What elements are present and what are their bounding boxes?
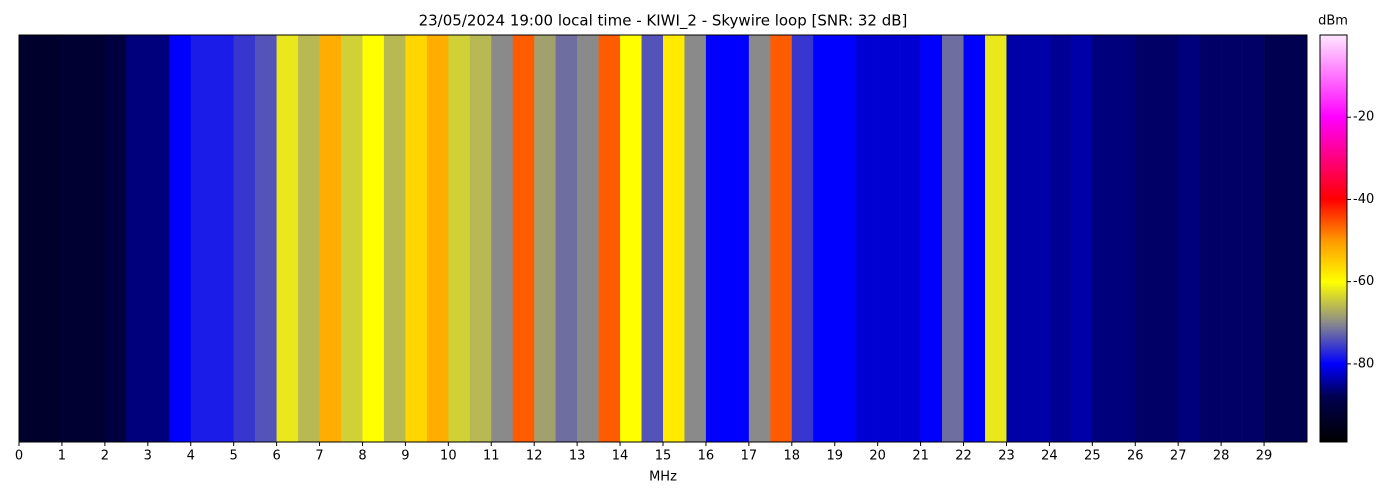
heatmap-cell bbox=[190, 35, 213, 442]
heatmap-cell bbox=[770, 35, 793, 442]
heatmap-cell bbox=[985, 35, 1007, 442]
heatmap-cell bbox=[1264, 35, 1286, 442]
heatmap-cell bbox=[341, 35, 363, 442]
heatmap-cell bbox=[813, 35, 836, 442]
heatmap-cell bbox=[1221, 35, 1243, 442]
x-tick-label: 2 bbox=[101, 449, 109, 464]
heatmap-cell bbox=[448, 35, 471, 442]
heatmap-cell bbox=[942, 35, 964, 442]
x-tick-label: 3 bbox=[144, 449, 152, 464]
colorbar-tick-label: -20 bbox=[1353, 110, 1374, 125]
heatmap-cell bbox=[1156, 35, 1179, 442]
x-tick-label: 11 bbox=[483, 449, 500, 464]
heatmap-cell bbox=[1027, 35, 1050, 442]
x-tick-label: 0 bbox=[15, 449, 23, 464]
heatmap-cell bbox=[963, 35, 986, 442]
heatmap-cell bbox=[126, 35, 149, 442]
x-tick-label: 8 bbox=[358, 449, 366, 464]
x-tick-label: 24 bbox=[1041, 449, 1058, 464]
heatmap-cell bbox=[19, 35, 41, 442]
heatmap-cell bbox=[362, 35, 385, 442]
heatmap-cell bbox=[383, 35, 406, 442]
heatmap-cell bbox=[641, 35, 664, 442]
heatmap-cell bbox=[40, 35, 63, 442]
heatmap-cell bbox=[147, 35, 170, 442]
heatmap-cell bbox=[1092, 35, 1115, 442]
x-tick-label: 21 bbox=[912, 449, 929, 464]
heatmap-cell bbox=[1242, 35, 1265, 442]
heatmap-cell bbox=[620, 35, 642, 442]
heatmap-cell bbox=[319, 35, 342, 442]
heatmap-cell bbox=[405, 35, 428, 442]
x-tick-label: 20 bbox=[869, 449, 886, 464]
x-tick-label: 19 bbox=[826, 449, 843, 464]
heatmap-cell bbox=[212, 35, 234, 442]
heatmap-cell bbox=[83, 35, 106, 442]
x-axis-label: MHz bbox=[649, 470, 677, 485]
heatmap-cell bbox=[1113, 35, 1136, 442]
heatmap-cell bbox=[791, 35, 814, 442]
x-tick-label: 29 bbox=[1256, 449, 1273, 464]
x-tick-label: 28 bbox=[1213, 449, 1230, 464]
heatmap-cell bbox=[705, 35, 728, 442]
heatmap-cell bbox=[555, 35, 578, 442]
heatmap-cell bbox=[834, 35, 857, 442]
x-tick-label: 6 bbox=[272, 449, 280, 464]
x-tick-label: 4 bbox=[187, 449, 195, 464]
heatmap-cell bbox=[534, 35, 556, 442]
x-tick-label: 23 bbox=[998, 449, 1015, 464]
heatmap-cell bbox=[426, 35, 449, 442]
x-tick-label: 22 bbox=[955, 449, 972, 464]
x-tick-label: 27 bbox=[1170, 449, 1187, 464]
x-tick-label: 10 bbox=[440, 449, 457, 464]
heatmap-cell bbox=[748, 35, 771, 442]
heatmap-cell bbox=[577, 35, 599, 442]
heatmap-cell bbox=[1285, 35, 1308, 442]
x-tick-label: 18 bbox=[784, 449, 801, 464]
x-tick-label: 5 bbox=[230, 449, 238, 464]
heatmap-cell bbox=[899, 35, 921, 442]
x-tick-label: 25 bbox=[1084, 449, 1101, 464]
x-tick-label: 13 bbox=[569, 449, 586, 464]
x-tick-label: 26 bbox=[1127, 449, 1144, 464]
heatmap-cell bbox=[727, 35, 750, 442]
colorbar-tick-label: -60 bbox=[1353, 274, 1374, 289]
x-tick-label: 15 bbox=[655, 449, 672, 464]
x-tick-label: 17 bbox=[741, 449, 758, 464]
heatmap-cell bbox=[491, 35, 514, 442]
heatmap-cell bbox=[276, 35, 299, 442]
heatmap-cell bbox=[169, 35, 192, 442]
chart-title: 23/05/2024 19:00 local time - KIWI_2 - S… bbox=[419, 12, 908, 31]
heatmap-cell bbox=[856, 35, 878, 442]
colorbar-tick-label: -40 bbox=[1353, 192, 1374, 207]
x-tick-label: 12 bbox=[526, 449, 543, 464]
heatmap-cell bbox=[255, 35, 277, 442]
heatmap-cell bbox=[512, 35, 535, 442]
x-tick-label: 9 bbox=[401, 449, 409, 464]
heatmap-cell bbox=[920, 35, 943, 442]
heatmap-cell bbox=[104, 35, 127, 442]
x-tick-label: 1 bbox=[58, 449, 66, 464]
x-tick-label: 7 bbox=[315, 449, 323, 464]
heatmap-cell bbox=[1135, 35, 1158, 442]
colorbar-label: dBm bbox=[1318, 14, 1348, 29]
heatmap-cell bbox=[233, 35, 256, 442]
x-tick-label: 16 bbox=[698, 449, 715, 464]
heatmap-cell bbox=[61, 35, 84, 442]
heatmap-cell bbox=[1070, 35, 1093, 442]
heatmap-cell bbox=[663, 35, 685, 442]
colorbar-tick-label: -80 bbox=[1353, 356, 1374, 371]
heatmap-cell bbox=[684, 35, 707, 442]
heatmap-cell bbox=[298, 35, 320, 442]
heatmap-cell bbox=[1199, 35, 1222, 442]
heatmap-cell bbox=[1178, 35, 1200, 442]
x-tick-label: 14 bbox=[612, 449, 629, 464]
heatmap-cell bbox=[1049, 35, 1072, 442]
heatmap-cell bbox=[877, 35, 900, 442]
heatmap-cell bbox=[598, 35, 621, 442]
heatmap-cell bbox=[1006, 35, 1029, 442]
heatmap-cell bbox=[469, 35, 492, 442]
colorbar bbox=[1319, 34, 1348, 443]
